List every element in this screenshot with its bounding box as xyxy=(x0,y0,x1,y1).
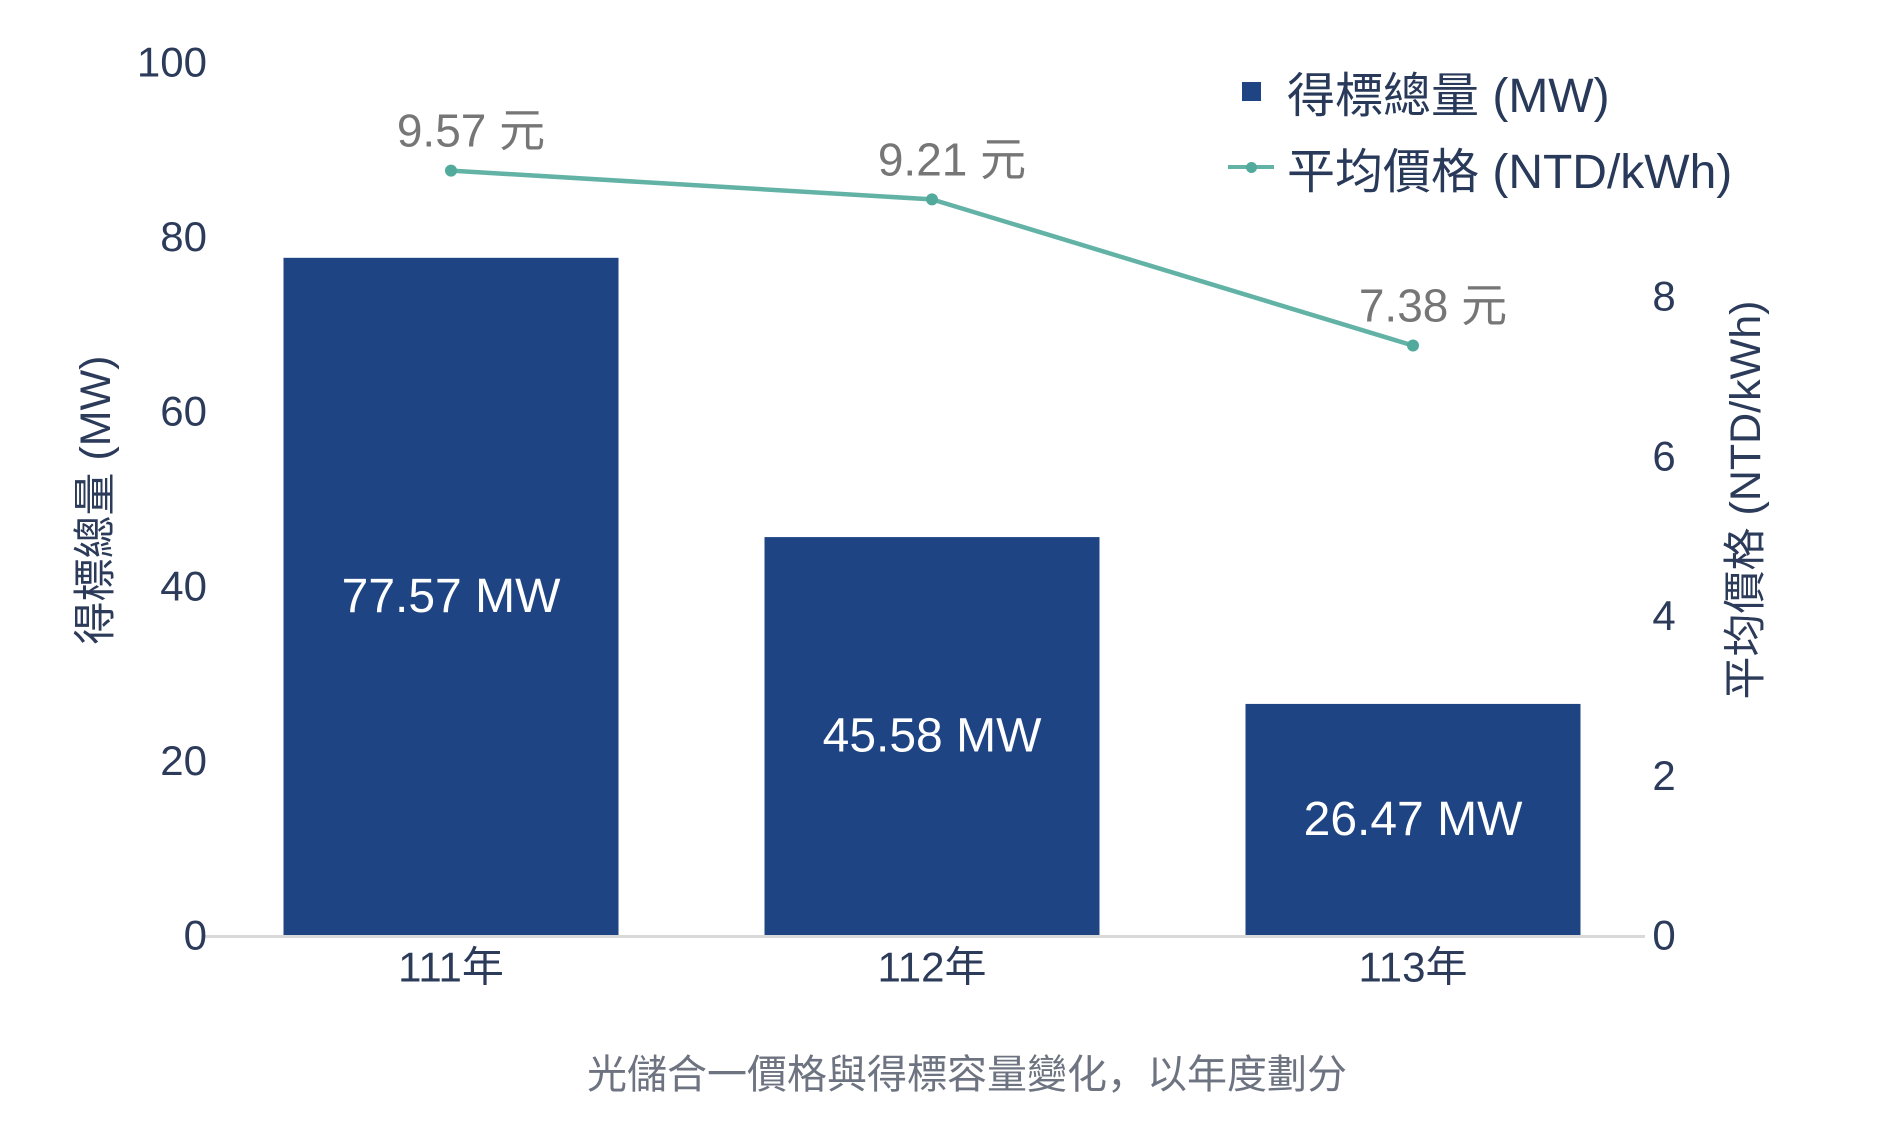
legend-item-line-series[interactable]: 平均價格 (NTD/kWh) xyxy=(1224,129,1732,205)
legend-marker-cell xyxy=(1224,161,1278,173)
bar-value-label: 26.47 MW xyxy=(1304,793,1523,846)
right-axis-tick-label: 0 xyxy=(1652,912,1675,959)
chart-caption: 光儲合一價格與得標容量變化，以年度劃分 xyxy=(587,1053,1347,1097)
price-value-label: 9.57 元 xyxy=(397,105,545,157)
left-axis-tick-label: 100 xyxy=(137,39,207,86)
legend: 得標總量 (MW) 平均價格 (NTD/kWh) xyxy=(1224,53,1732,205)
left-axis-tick-label: 0 xyxy=(184,912,207,959)
right-axis-title: 平均價格 (NTD/kWh) xyxy=(1722,300,1770,700)
bar-value-label: 45.58 MW xyxy=(823,710,1042,763)
price-point-112年[interactable] xyxy=(926,193,938,206)
legend-marker-cell xyxy=(1224,81,1278,101)
left-axis-tick-label: 80 xyxy=(160,213,207,260)
x-axis-tick-label: 112年 xyxy=(878,944,987,991)
left-axis-tick-label: 60 xyxy=(160,388,207,435)
bar-113年[interactable] xyxy=(1245,703,1581,935)
bar-112年[interactable] xyxy=(764,537,1100,935)
left-axis-title: 得標總量 (MW) xyxy=(72,355,120,645)
bar-value-label: 77.57 MW xyxy=(342,570,561,623)
x-axis-tick-label: 113年 xyxy=(1359,944,1468,991)
right-axis-tick-label: 4 xyxy=(1652,592,1675,639)
left-axis-tick-label: 40 xyxy=(160,562,207,609)
bar-series-swatch-icon xyxy=(1241,81,1261,101)
price-value-label: 9.21 元 xyxy=(878,133,1026,185)
right-axis-tick-label: 2 xyxy=(1652,752,1675,799)
price-point-113年[interactable] xyxy=(1407,339,1419,352)
right-axis-tick-label: 8 xyxy=(1652,273,1675,320)
price-value-label: 7.38 元 xyxy=(1359,280,1507,332)
right-axis-tick-label: 6 xyxy=(1652,432,1675,479)
legend-label: 平均價格 (NTD/kWh) xyxy=(1287,146,1733,199)
bar-111年[interactable] xyxy=(283,257,619,935)
legend-item-bar-series[interactable]: 得標總量 (MW) xyxy=(1224,53,1732,129)
legend-label: 得標總量 (MW) xyxy=(1287,70,1610,123)
x-axis-tick-label: 111年 xyxy=(398,944,504,991)
price-point-111年[interactable] xyxy=(445,164,457,177)
left-axis-tick-label: 20 xyxy=(160,737,207,784)
line-series-marker-icon xyxy=(1228,161,1274,173)
